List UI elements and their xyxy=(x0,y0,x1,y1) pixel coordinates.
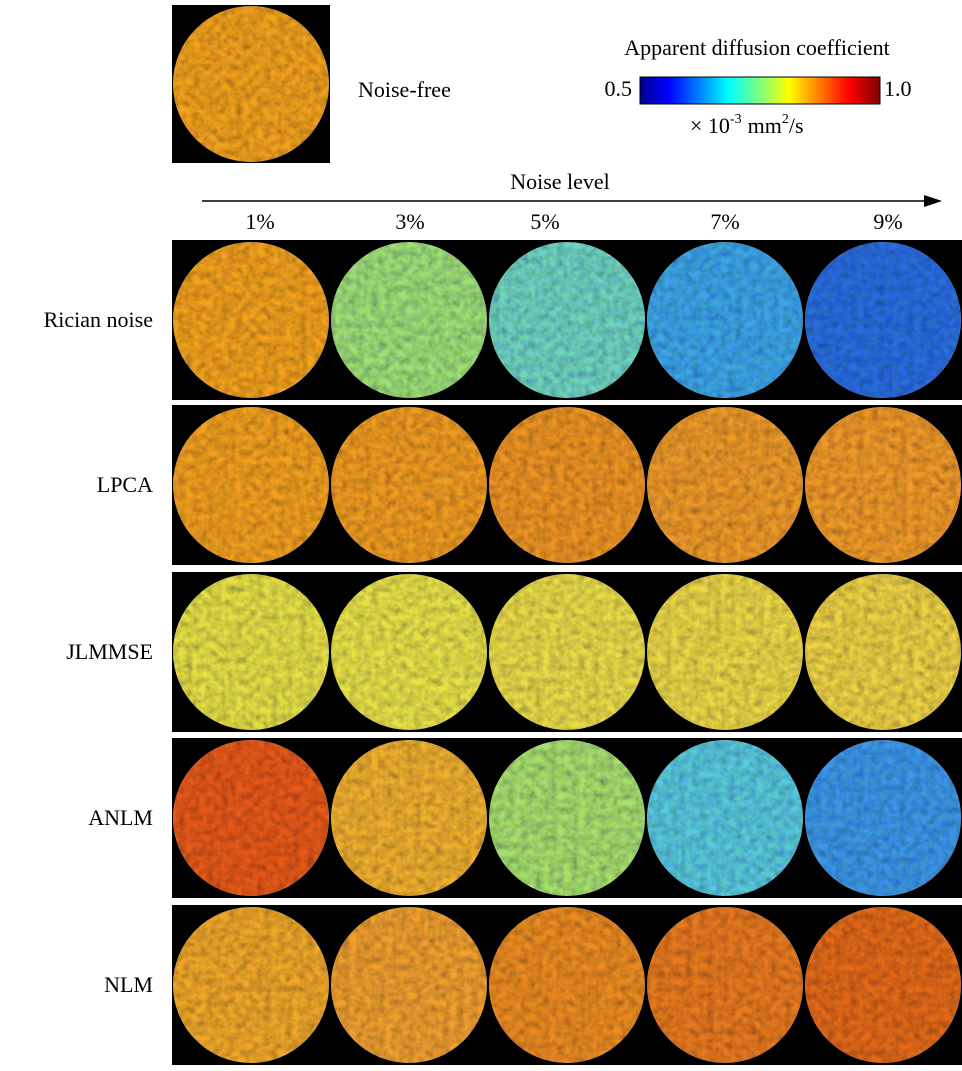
disk xyxy=(647,907,803,1063)
disk xyxy=(489,242,645,398)
colorbar-max: 1.0 xyxy=(884,76,912,101)
reference-label: Noise-free xyxy=(358,77,451,102)
row-label: ANLM xyxy=(88,805,153,830)
row-label: JLMMSE xyxy=(66,639,153,664)
disk xyxy=(331,740,487,896)
row-label: NLM xyxy=(104,972,153,997)
disk xyxy=(647,740,803,896)
column-label: 7% xyxy=(710,209,739,234)
colorbar xyxy=(639,76,881,105)
column-label: 9% xyxy=(873,209,902,234)
disk xyxy=(331,574,487,730)
unit-suffix: /s xyxy=(789,113,804,138)
disk xyxy=(331,242,487,398)
colorbar-unit: × 10-3 mm2/s xyxy=(690,112,804,138)
disk xyxy=(805,907,961,1063)
row-label: LPCA xyxy=(97,472,153,497)
column-label: 1% xyxy=(245,209,274,234)
unit-exponent: -3 xyxy=(730,112,742,127)
disk xyxy=(805,242,961,398)
disk xyxy=(489,574,645,730)
colorbar-title: Apparent diffusion coefficient xyxy=(624,35,890,60)
arrow-head xyxy=(924,195,942,207)
disk xyxy=(805,740,961,896)
disk xyxy=(331,407,487,563)
unit-base: mm xyxy=(748,113,782,138)
disk xyxy=(173,907,329,1063)
disk xyxy=(489,740,645,896)
unit-prefix: × 10 xyxy=(690,113,730,138)
axis-label: Noise level xyxy=(510,169,610,194)
disk xyxy=(647,407,803,563)
unit-power: 2 xyxy=(782,112,789,127)
disk xyxy=(173,242,329,398)
row-label: Rician noise xyxy=(44,307,153,332)
disk xyxy=(173,574,329,730)
disk xyxy=(805,574,961,730)
reference-disk xyxy=(173,6,329,162)
colorbar-min: 0.5 xyxy=(605,76,633,101)
disk xyxy=(331,907,487,1063)
column-label: 5% xyxy=(530,209,559,234)
disk xyxy=(647,574,803,730)
tile-grid: 1% 3% 5% 7% 9% Rician noise LPCA JLMMSE ANLM NLM xyxy=(44,209,962,1065)
disk xyxy=(489,407,645,563)
column-label: 3% xyxy=(395,209,424,234)
disk xyxy=(805,407,961,563)
disk xyxy=(489,907,645,1063)
disk xyxy=(173,740,329,896)
disk xyxy=(647,242,803,398)
disk xyxy=(173,407,329,563)
